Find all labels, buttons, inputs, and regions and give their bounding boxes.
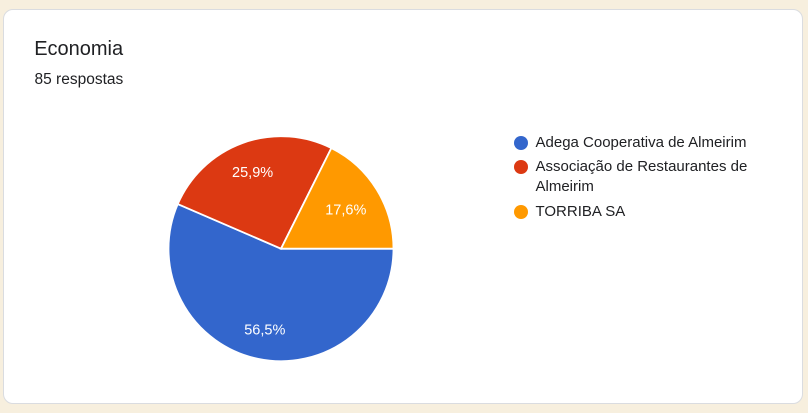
svg-text:17,6%: 17,6% [325,203,366,219]
svg-text:25,9%: 25,9% [232,165,273,181]
svg-text:56,5%: 56,5% [244,323,285,339]
